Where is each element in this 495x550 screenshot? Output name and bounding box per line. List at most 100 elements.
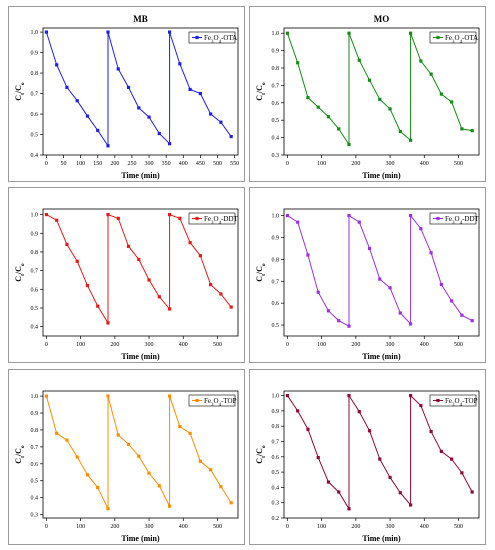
data-point bbox=[106, 507, 110, 511]
legend-box bbox=[188, 31, 236, 44]
data-point bbox=[219, 292, 223, 296]
data-point bbox=[460, 127, 464, 131]
data-point bbox=[157, 295, 161, 299]
data-point bbox=[147, 471, 151, 475]
y-tick-label: 0.9 bbox=[31, 411, 39, 417]
y-tick-label: 0.3 bbox=[31, 513, 39, 519]
legend-box bbox=[429, 212, 477, 225]
y-tick-label: 0.9 bbox=[31, 51, 39, 57]
data-point bbox=[460, 313, 464, 317]
chart-panel-mb-ddt: 0 100 200 300 400 500 0.4 0.5 0.6 0.7 0.8 0.9 1.0 Tim… bbox=[8, 187, 245, 363]
data-point bbox=[167, 504, 172, 508]
data-point bbox=[198, 459, 202, 463]
data-point bbox=[296, 220, 300, 224]
data-point bbox=[44, 394, 49, 398]
x-tick-label: 150 bbox=[93, 161, 102, 167]
data-point bbox=[347, 324, 351, 328]
data-point bbox=[419, 403, 423, 408]
data-point bbox=[398, 491, 402, 495]
data-point bbox=[357, 410, 361, 414]
data-point bbox=[229, 305, 233, 309]
chart-svg: 0 100 200 300 400 500 0.3 0.4 0.5 0.6 0.7 0.8 0.9 1.0… bbox=[14, 390, 239, 543]
x-tick-label: 300 bbox=[386, 524, 395, 530]
data-point bbox=[450, 100, 454, 104]
x-tick-label: 100 bbox=[76, 342, 85, 348]
data-point bbox=[198, 91, 202, 96]
data-point bbox=[106, 213, 110, 217]
data-point bbox=[367, 429, 372, 433]
x-tick-label: 300 bbox=[386, 161, 395, 167]
data-point bbox=[229, 501, 233, 505]
x-tick-label: 400 bbox=[179, 524, 188, 530]
data-point bbox=[306, 253, 310, 257]
data-point bbox=[55, 218, 59, 222]
data-point bbox=[75, 455, 79, 459]
chart-svg: MO 0 100 200 300 400 500 0.3 0.4 0.5 0.6 0.7 0.8 0.9 1… bbox=[255, 14, 480, 180]
chart-title: MB bbox=[133, 14, 148, 24]
data-point bbox=[429, 72, 433, 76]
y-tick-label: 0.5 bbox=[272, 118, 280, 124]
data-point bbox=[75, 259, 79, 263]
data-point bbox=[470, 129, 474, 133]
legend-box bbox=[188, 212, 236, 225]
legend-label: Fe3O4-DDT bbox=[204, 215, 239, 226]
data-point bbox=[126, 442, 131, 446]
x-axis-label: Time (min) bbox=[121, 534, 160, 543]
y-tick-label: 0.8 bbox=[31, 428, 39, 434]
data-point bbox=[326, 480, 331, 484]
data-point bbox=[470, 490, 474, 494]
data-point bbox=[439, 92, 443, 96]
data-point bbox=[378, 457, 382, 461]
series-line bbox=[286, 33, 473, 147]
chart-title: MO bbox=[374, 14, 390, 24]
y-tick-label: 0.3 bbox=[272, 153, 280, 159]
legend-label: Fe3O4-DDT bbox=[445, 215, 480, 226]
data-point bbox=[75, 99, 79, 103]
y-axis-label: Ct/Co bbox=[14, 263, 26, 282]
x-tick-label: 500 bbox=[213, 161, 222, 167]
data-point bbox=[429, 429, 433, 434]
data-point bbox=[147, 115, 151, 119]
data-point bbox=[316, 290, 320, 294]
data-point bbox=[116, 67, 120, 71]
x-tick-label: 400 bbox=[420, 342, 429, 348]
x-tick-label: 100 bbox=[317, 161, 326, 167]
x-tick-label: 500 bbox=[213, 524, 222, 530]
data-point bbox=[157, 484, 161, 488]
data-point bbox=[378, 97, 382, 101]
y-tick-label: 0.7 bbox=[31, 92, 39, 98]
y-tick-label: 1.0 bbox=[31, 394, 39, 400]
data-point bbox=[347, 31, 351, 35]
data-point bbox=[167, 142, 172, 146]
data-point bbox=[388, 107, 392, 111]
x-tick-label: 100 bbox=[317, 524, 326, 530]
chart-svg: 0 100 200 300 400 500 0.2 0.3 0.4 0.5 0.6 0.7 0.8 0.9… bbox=[255, 390, 480, 543]
y-tick-label: 0.5 bbox=[272, 470, 280, 476]
data-point bbox=[178, 424, 182, 429]
data-point bbox=[419, 59, 423, 63]
plot-frame bbox=[42, 27, 239, 156]
data-point bbox=[388, 475, 392, 480]
legend-label: Fe3O4-OTA bbox=[204, 34, 237, 45]
y-tick-label: 0.4 bbox=[272, 485, 280, 491]
x-tick-label: 0 bbox=[286, 524, 289, 530]
legend-swatch-marker bbox=[436, 35, 440, 40]
data-point bbox=[167, 307, 172, 311]
data-point bbox=[85, 114, 90, 118]
x-tick-label: 300 bbox=[386, 342, 395, 348]
data-point bbox=[337, 319, 341, 323]
x-axis-label: Time (min) bbox=[362, 534, 401, 543]
x-tick-label: 300 bbox=[145, 342, 154, 348]
data-point bbox=[126, 85, 131, 90]
data-point bbox=[229, 134, 233, 139]
y-tick-label: 0.7 bbox=[31, 445, 39, 451]
data-point bbox=[408, 31, 413, 35]
data-point bbox=[357, 220, 361, 224]
series-line bbox=[45, 395, 232, 509]
data-point bbox=[219, 120, 223, 124]
x-tick-label: 200 bbox=[110, 161, 119, 167]
data-point bbox=[450, 457, 454, 461]
plot-frame bbox=[283, 208, 480, 337]
series-line bbox=[287, 214, 473, 327]
data-point bbox=[460, 471, 464, 475]
